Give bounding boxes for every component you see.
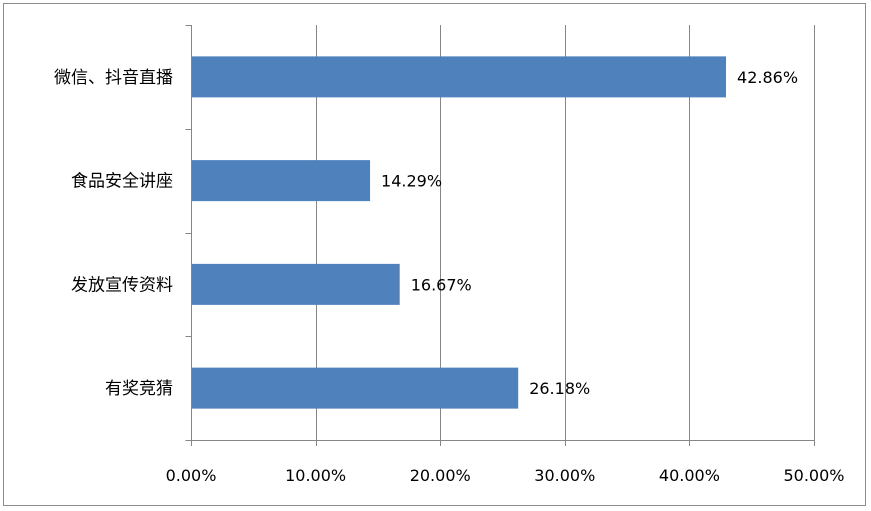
data-label: 42.86% (737, 68, 798, 87)
data-label: 14.29% (381, 172, 442, 191)
axes (185, 25, 815, 446)
bar (192, 160, 371, 202)
x-tick-label: 10.00% (285, 466, 346, 485)
x-tick-label: 40.00% (659, 466, 720, 485)
x-tick-label: 50.00% (783, 466, 844, 485)
category-label: 食品安全讲座 (71, 172, 173, 192)
bar (192, 367, 519, 409)
x-tick-label: 20.00% (410, 466, 471, 485)
x-tick-label: 30.00% (534, 466, 595, 485)
category-label: 发放宣传资料 (71, 275, 173, 295)
bar (192, 56, 727, 98)
x-tick-label: 0.00% (166, 466, 217, 485)
x-tick-labels: 0.00% 10.00% 20.00% 30.00% 40.00% 50.00% (166, 466, 845, 485)
data-label: 26.18% (529, 379, 590, 398)
bars (192, 56, 727, 409)
data-labels: 42.86% 14.29% 16.67% 26.18% (381, 68, 798, 398)
category-label: 微信、抖音直播 (54, 68, 173, 88)
category-label: 有奖竞猜 (105, 379, 173, 399)
data-label: 16.67% (411, 275, 472, 294)
bar (192, 263, 400, 305)
